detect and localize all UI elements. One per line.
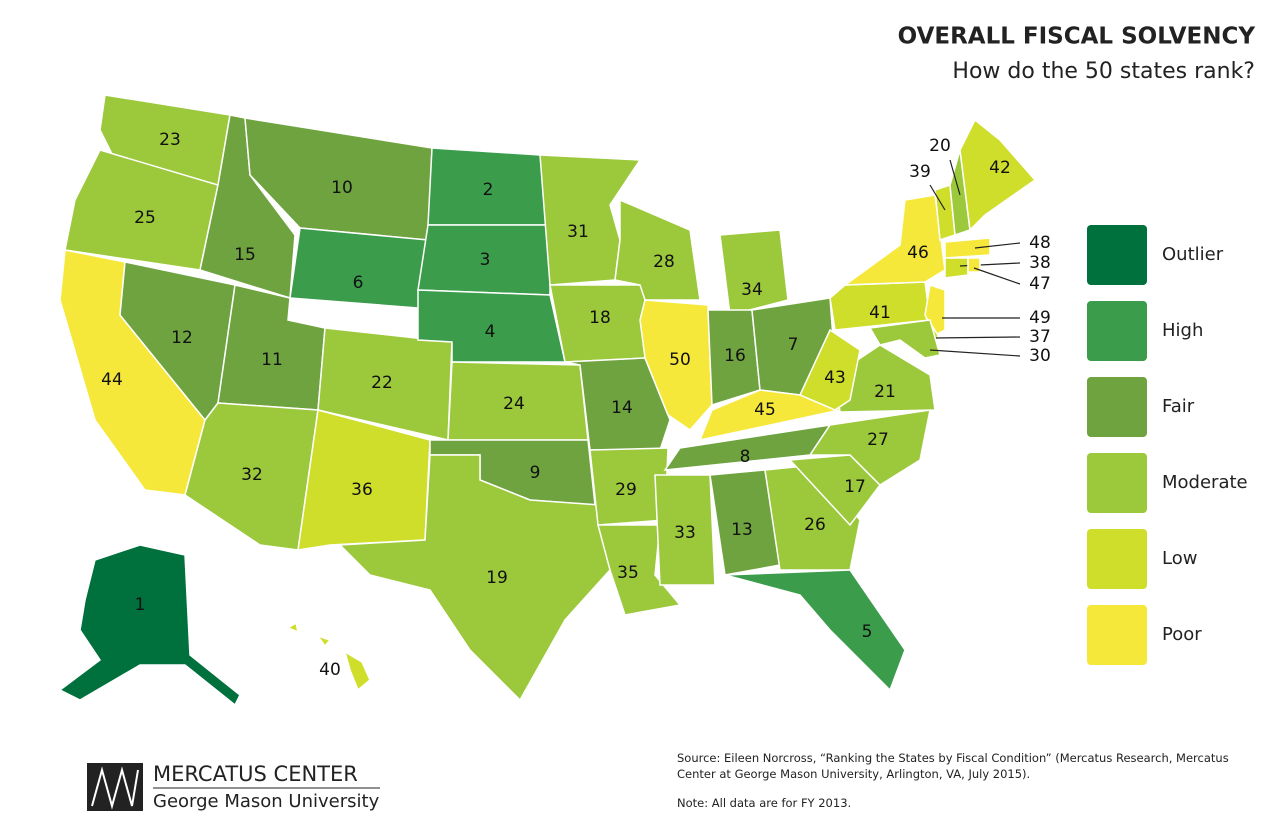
state-rank: 11 <box>261 350 283 370</box>
state-rank: 27 <box>867 430 889 450</box>
state <box>338 454 611 702</box>
state <box>719 229 789 316</box>
state-rank: 17 <box>844 477 866 497</box>
state <box>614 198 701 301</box>
state-rank: 15 <box>234 245 256 265</box>
logo-mark <box>87 763 143 811</box>
state-rank: 37 <box>1029 327 1051 347</box>
state-rank: 8 <box>740 447 751 467</box>
leader-line <box>974 242 1021 249</box>
state-rank: 33 <box>674 523 696 543</box>
legend-label: Outlier <box>1162 244 1224 265</box>
state-rank: 12 <box>171 328 193 348</box>
state-rank: 16 <box>724 346 746 366</box>
title: OVERALL FISCAL SOLVENCY <box>898 24 1256 50</box>
subtitle: How do the 50 states rank? <box>952 59 1255 84</box>
leader-line <box>929 184 946 211</box>
state <box>944 257 969 279</box>
state-rank: 30 <box>1029 346 1051 366</box>
legend-swatch <box>1087 529 1147 589</box>
state <box>286 621 300 634</box>
state-rank: 13 <box>731 520 753 540</box>
state-rank: 45 <box>754 400 776 420</box>
state-rank: 46 <box>907 243 929 263</box>
state-rank: 1 <box>135 595 146 615</box>
state-rank: 48 <box>1029 233 1051 253</box>
state-rank: 49 <box>1029 308 1051 328</box>
legend-swatch <box>1087 605 1147 665</box>
legend-swatch <box>1087 377 1147 437</box>
state-rank: 10 <box>331 178 353 198</box>
state-rank: 20 <box>929 136 951 156</box>
legend-label: Fair <box>1162 396 1195 417</box>
leader-line <box>933 336 1021 339</box>
state-rank: 31 <box>567 222 589 242</box>
state-rank: 41 <box>869 303 891 323</box>
state <box>217 284 326 411</box>
state <box>959 118 1037 232</box>
state <box>64 149 219 271</box>
legend-swatch <box>1087 453 1147 513</box>
state-rank: 23 <box>159 130 181 150</box>
state-rank: 3 <box>480 250 491 270</box>
state-rank: 43 <box>824 368 846 388</box>
state <box>724 569 906 692</box>
states: 2325441215106112232362342491931181429352… <box>58 94 1051 707</box>
state <box>316 634 332 648</box>
state-rank: 32 <box>241 465 263 485</box>
state <box>58 544 241 707</box>
state-rank: 14 <box>611 398 633 418</box>
state-rank: 47 <box>1029 274 1051 294</box>
state-rank: 42 <box>989 158 1011 178</box>
state-rank: 7 <box>788 335 799 355</box>
state-rank: 28 <box>653 252 675 272</box>
state-rank: 4 <box>485 322 496 342</box>
state-rank: 9 <box>530 463 541 483</box>
logo-university: George Mason University <box>153 791 380 812</box>
leader-line <box>973 267 1021 285</box>
state <box>868 319 941 359</box>
state-rank: 38 <box>1029 253 1051 273</box>
state <box>654 474 716 586</box>
state-rank: 5 <box>862 622 873 642</box>
state-rank: 29 <box>615 480 637 500</box>
state-rank: 26 <box>804 515 826 535</box>
state <box>798 328 861 411</box>
state-rank: 19 <box>486 568 508 588</box>
state <box>808 409 931 486</box>
legend-swatch <box>1087 301 1147 361</box>
state <box>944 237 991 259</box>
state <box>289 227 429 309</box>
state-rank: 18 <box>589 308 611 328</box>
legend-label: Poor <box>1162 624 1202 645</box>
leader-line <box>929 349 1021 357</box>
state-rank: 24 <box>503 394 525 414</box>
state-rank: 34 <box>741 280 763 300</box>
legend-swatch <box>1087 225 1147 285</box>
state-rank: 25 <box>134 208 156 228</box>
state <box>343 650 371 692</box>
state-rank: 6 <box>353 273 364 293</box>
legend-label: High <box>1162 320 1203 341</box>
state-rank: 40 <box>319 660 341 680</box>
state-rank: 44 <box>101 370 123 390</box>
state-rank: 50 <box>669 350 691 370</box>
note: Note: All data are for FY 2013. <box>677 796 852 810</box>
state-rank: 36 <box>351 480 373 500</box>
state <box>842 194 946 286</box>
state-rank: 2 <box>483 180 494 200</box>
state-rank: 22 <box>371 373 393 393</box>
state-rank: 21 <box>874 382 896 402</box>
state-rank: 35 <box>617 563 639 583</box>
source: Source: Eileen Norcross, “Ranking the St… <box>677 751 1229 781</box>
logo-name: MERCATUS CENTER <box>153 762 358 786</box>
state-rank: 39 <box>909 162 931 182</box>
legend-label: Low <box>1162 548 1197 569</box>
leader-line <box>949 159 961 196</box>
legend-label: Moderate <box>1162 472 1248 493</box>
